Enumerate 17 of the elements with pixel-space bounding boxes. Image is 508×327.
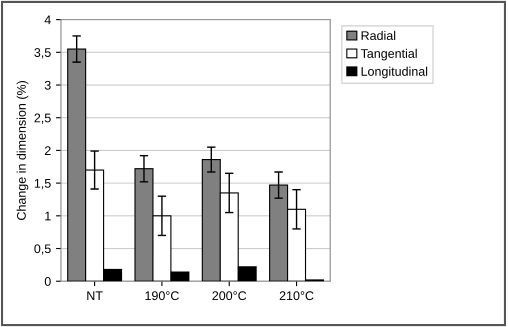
y-tick-label: 2 — [44, 146, 51, 155]
y-tick-label: 3 — [44, 80, 51, 90]
y-tick-label: 0,5 — [34, 244, 51, 255]
legend-label: Tangential — [360, 48, 417, 60]
y-tick-label: 3,5 — [34, 48, 51, 58]
y-tick-label: 2,5 — [34, 114, 51, 124]
y-tick-label: 4 — [44, 16, 51, 24]
y-tick-label: 0 — [44, 277, 51, 286]
y-tick-label: 1,5 — [34, 179, 51, 190]
y-axis-title: Change in dimension (%) — [16, 81, 28, 220]
x-tick-label: 210°C — [280, 291, 314, 300]
x-tick-label: 190°C — [145, 291, 179, 300]
legend-label: Radial — [362, 30, 396, 40]
x-tick-label: 200°C — [212, 291, 246, 300]
y-tick-label: 1 — [45, 212, 51, 220]
x-tick-label: NT — [87, 291, 103, 300]
legend-label: Longitudinal — [362, 66, 428, 78]
